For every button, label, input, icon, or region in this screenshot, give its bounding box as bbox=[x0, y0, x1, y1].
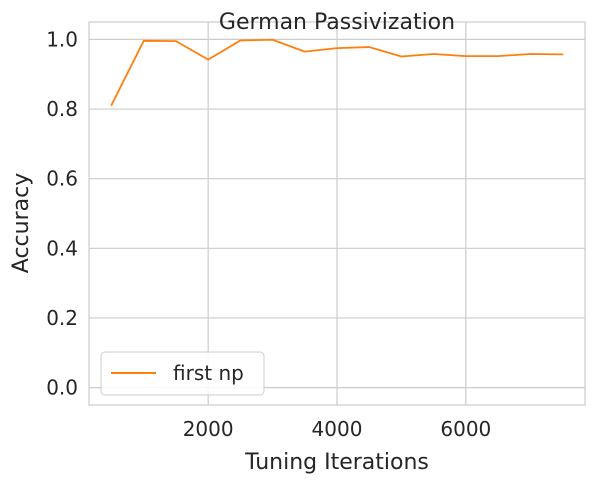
y-tick-label: 0.8 bbox=[46, 97, 78, 121]
x-axis-title: Tuning Iterations bbox=[244, 450, 429, 475]
legend: first np bbox=[100, 351, 265, 396]
series-line-first-np bbox=[110, 38, 564, 107]
x-tick-label: 4000 bbox=[312, 417, 363, 441]
series-layer bbox=[110, 38, 564, 107]
y-tick-label: 0.6 bbox=[46, 167, 78, 191]
y-axis-title: Accuracy bbox=[9, 173, 34, 273]
y-tick-label: 0.4 bbox=[46, 236, 78, 260]
y-tick-label: 1.0 bbox=[46, 27, 78, 51]
y-tick-label: 0.2 bbox=[46, 306, 78, 330]
tick-labels: 2000 4000 6000 0.0 0.2 0.4 0.6 0.8 1.0 bbox=[46, 27, 491, 441]
x-tick-label: 6000 bbox=[440, 417, 491, 441]
x-tick-label: 2000 bbox=[183, 417, 234, 441]
y-tick-label: 0.0 bbox=[46, 376, 78, 400]
legend-box bbox=[100, 351, 265, 396]
grid bbox=[89, 22, 585, 405]
plot-frame bbox=[88, 21, 586, 406]
chart-title: German Passivization bbox=[219, 10, 455, 35]
legend-label-first-np: first np bbox=[173, 361, 244, 385]
